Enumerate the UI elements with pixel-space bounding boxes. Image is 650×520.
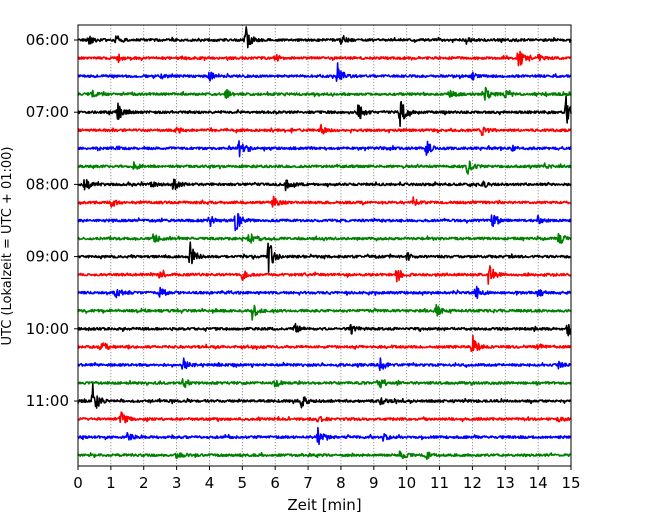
- x-tick-label: 1: [106, 474, 116, 492]
- trace-0630: [77, 62, 572, 82]
- y-tick-label: 10:00: [26, 320, 69, 338]
- trace-0615: [77, 50, 572, 67]
- trace-1130: [77, 426, 572, 446]
- y-tick-label: 08:00: [26, 175, 69, 193]
- trace-0745: [77, 160, 572, 175]
- trace-0915: [77, 265, 572, 285]
- trace-0930: [77, 285, 572, 300]
- trace-0945: [77, 303, 572, 321]
- trace-0600: [77, 26, 572, 49]
- x-tick-label: 3: [172, 474, 182, 492]
- y-axis-label: UTC (Lokalzeit = UTC + 01:00): [0, 147, 15, 346]
- x-axis: 0 1 2 3 4 5 6 7 8 9 10 11 12 13 14 15: [73, 466, 581, 492]
- trace-0800: [77, 178, 572, 192]
- trace-0815: [77, 195, 572, 208]
- x-tick-label: 10: [397, 474, 416, 492]
- y-tick-label: 11:00: [26, 392, 69, 410]
- trace-0830: [77, 212, 572, 232]
- x-tick-label: 0: [73, 474, 83, 492]
- x-tick-label: 7: [303, 474, 313, 492]
- x-tick-label: 11: [430, 474, 449, 492]
- trace-0900: [77, 241, 572, 273]
- y-tick-label: 09:00: [26, 248, 69, 266]
- trace-1145: [77, 450, 572, 461]
- x-tick-label: 8: [336, 474, 346, 492]
- trace-0845: [77, 232, 572, 245]
- trace-1000: [77, 322, 572, 337]
- trace-1115: [77, 411, 572, 424]
- plot-frame: [77, 24, 572, 467]
- x-tick-label: 13: [496, 474, 515, 492]
- x-tick-label: 2: [139, 474, 149, 492]
- x-tick-label: 15: [561, 474, 580, 492]
- x-tick-label: 4: [205, 474, 215, 492]
- trace-1045: [77, 378, 572, 389]
- trace-0645: [77, 86, 572, 101]
- y-tick-label: 07:00: [26, 103, 69, 121]
- x-tick-label: 12: [463, 474, 482, 492]
- trace-0730: [77, 140, 572, 158]
- trace-0715: [77, 123, 572, 137]
- trace-1030: [77, 357, 572, 372]
- trace-1015: [77, 334, 572, 353]
- x-tick-label: 14: [529, 474, 548, 492]
- x-tick-label: 5: [238, 474, 248, 492]
- x-tick-label: 9: [369, 474, 379, 492]
- y-axis: 06:00 07:00 08:00 09:00 10:00 11:00: [26, 31, 78, 410]
- trace-layer: [77, 26, 572, 461]
- trace-1100: [77, 383, 572, 409]
- y-tick-label: 06:00: [26, 31, 69, 49]
- trace-0700: [77, 95, 572, 127]
- x-tick-label: 6: [270, 474, 280, 492]
- x-axis-label: Zeit [min]: [287, 496, 361, 514]
